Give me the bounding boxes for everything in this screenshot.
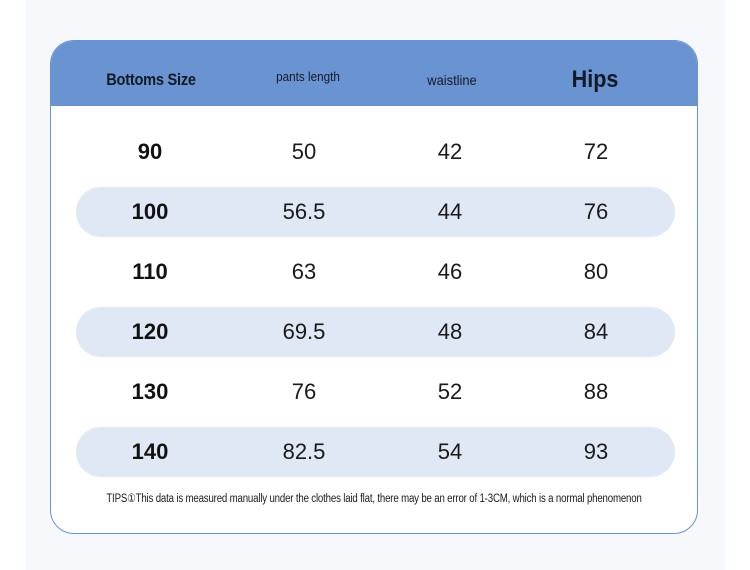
header-bottoms-size: Bottoms Size bbox=[106, 69, 196, 89]
measurement-tips-note: TIPS①This data is measured manually unde… bbox=[106, 493, 642, 505]
size-cell: 130 bbox=[131, 379, 169, 404]
pants-length-cell: 76 bbox=[291, 379, 317, 404]
hips-cell: 84 bbox=[583, 319, 609, 344]
waistline-cell: 48 bbox=[437, 319, 463, 344]
table-header: Bottoms Size pants length waistline Hips bbox=[51, 41, 697, 106]
table-row: 140 82.5 54 93 bbox=[76, 427, 675, 477]
waistline-cell: 44 bbox=[437, 199, 463, 224]
waistline-cell: 52 bbox=[437, 379, 463, 404]
waistline-cell: 42 bbox=[437, 139, 463, 164]
table-row: 120 69.5 48 84 bbox=[76, 307, 675, 357]
table-row: 130 76 52 88 bbox=[76, 367, 675, 417]
pants-length-cell: 82.5 bbox=[282, 439, 326, 464]
hips-cell: 93 bbox=[583, 439, 609, 464]
size-cell: 140 bbox=[131, 439, 169, 464]
pants-length-cell: 50 bbox=[291, 139, 317, 164]
pants-length-cell: 56.5 bbox=[282, 199, 326, 224]
hips-cell: 72 bbox=[583, 139, 609, 164]
size-cell: 100 bbox=[131, 199, 169, 224]
header-pants-length: pants length bbox=[276, 69, 340, 84]
hips-cell: 76 bbox=[583, 199, 609, 224]
pants-length-cell: 63 bbox=[291, 259, 317, 284]
hips-cell: 88 bbox=[583, 379, 609, 404]
header-waistline: waistline bbox=[427, 71, 477, 88]
table-row: 110 63 46 80 bbox=[76, 247, 675, 297]
table-row: 100 56.5 44 76 bbox=[76, 187, 675, 237]
waistline-cell: 54 bbox=[437, 439, 463, 464]
size-cell: 120 bbox=[131, 319, 169, 344]
header-hips: Hips bbox=[571, 65, 619, 93]
size-cell: 90 bbox=[137, 139, 163, 164]
pants-length-cell: 69.5 bbox=[282, 319, 326, 344]
hips-cell: 80 bbox=[583, 259, 609, 284]
table-row: 90 50 42 72 bbox=[76, 127, 675, 177]
size-cell: 110 bbox=[132, 259, 168, 284]
size-chart-card: Bottoms Size pants length waistline Hips… bbox=[50, 40, 698, 534]
waistline-cell: 46 bbox=[437, 259, 463, 284]
